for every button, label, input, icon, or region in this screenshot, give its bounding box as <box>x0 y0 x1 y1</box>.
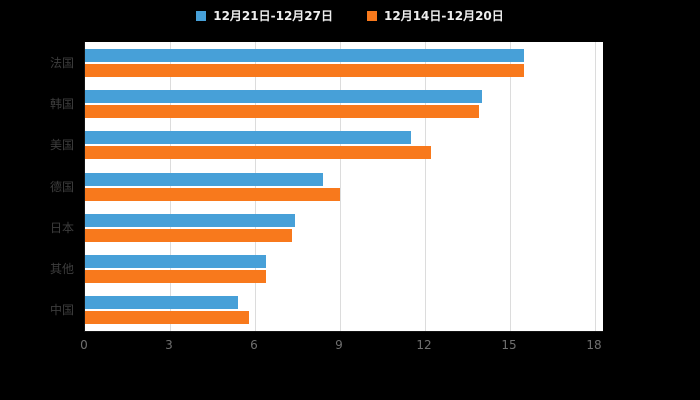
y-axis-label-2: 美国 <box>49 138 74 153</box>
y-axis-label-6: 中国 <box>49 303 74 318</box>
legend-label-week1: 12月14日-12月20日 <box>384 9 504 23</box>
bar-week1-6[interactable] <box>85 311 250 325</box>
gridline-x-9 <box>340 42 341 331</box>
x-axis-tick-15: 15 <box>501 338 517 352</box>
bar-week1-4[interactable] <box>85 228 292 242</box>
gridline-x-18 <box>595 42 596 331</box>
bar-week2-3[interactable] <box>85 172 323 186</box>
y-axis-label-4: 日本 <box>49 220 74 235</box>
bar-week2-0[interactable] <box>85 48 525 62</box>
y-axis-label-0: 法国 <box>49 55 74 70</box>
legend-item-week2[interactable]: 12月21日-12月27日 <box>196 7 333 24</box>
gridline-x-3 <box>170 42 171 331</box>
bar-week2-5[interactable] <box>85 255 267 269</box>
bar-week2-2[interactable] <box>85 131 411 145</box>
bar-week1-5[interactable] <box>85 270 267 284</box>
x-axis-tick-0: 0 <box>80 338 88 352</box>
gridline-x-15 <box>510 42 511 331</box>
bar-week1-0[interactable] <box>85 63 525 77</box>
legend-label-week2: 12月21日-12月27日 <box>213 9 333 23</box>
x-axis-labels: 0 3 6 9 12 15 18 <box>80 338 602 356</box>
gridline-x-6 <box>255 42 256 331</box>
y-axis-labels: 法国韩国美国德国日本其他中国 <box>0 42 76 331</box>
y-axis-label-1: 韩国 <box>49 96 74 111</box>
x-axis-tick-3: 3 <box>165 338 173 352</box>
bar-week1-2[interactable] <box>85 146 431 160</box>
y-axis-label-3: 德国 <box>49 179 74 194</box>
plot-area <box>84 42 603 332</box>
bar-week1-1[interactable] <box>85 104 479 118</box>
legend-swatch-blue <box>196 10 207 21</box>
x-axis-tick-9: 9 <box>335 338 343 352</box>
x-axis-tick-12: 12 <box>416 338 432 352</box>
bar-week1-3[interactable] <box>85 187 340 201</box>
x-axis-tick-6: 6 <box>250 338 258 352</box>
legend: 12月21日-12月27日 12月14日-12月20日 <box>0 7 700 24</box>
bar-week2-1[interactable] <box>85 89 482 103</box>
bar-week2-4[interactable] <box>85 213 295 227</box>
gridline-x-12 <box>425 42 426 331</box>
bar-week2-6[interactable] <box>85 296 238 310</box>
x-axis-tick-18: 18 <box>586 338 602 352</box>
legend-swatch-orange <box>367 10 377 21</box>
legend-item-week1[interactable]: 12月14日-12月20日 <box>367 7 504 24</box>
y-axis-label-5: 其他 <box>49 262 74 277</box>
